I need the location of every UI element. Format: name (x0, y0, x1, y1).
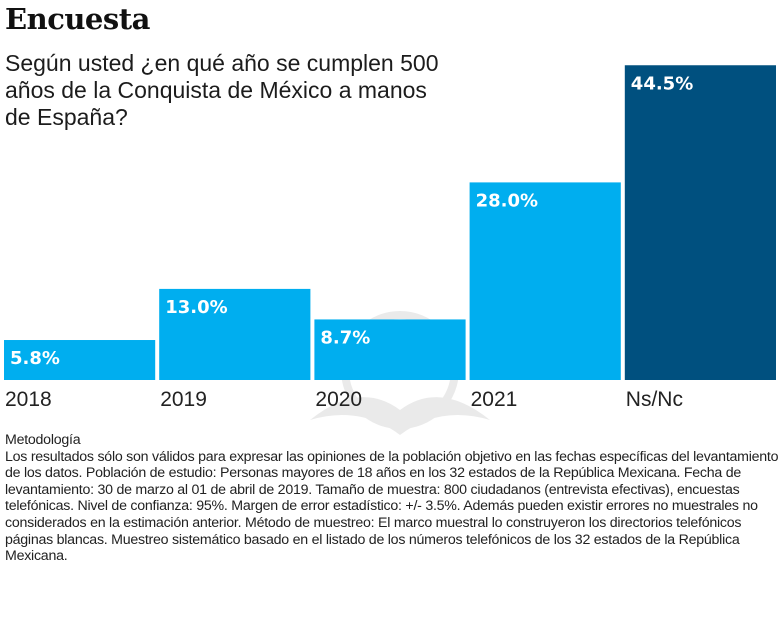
chart-title: Según usted ¿en qué año se cumplen 500 a… (5, 50, 439, 130)
bar-nsnc (624, 65, 776, 380)
methodology-notes: Metodología Los resultados sólo son váli… (5, 432, 780, 565)
category-label: 2019 (160, 388, 207, 411)
category-label: 2021 (471, 388, 518, 411)
data-label: 28.0% (476, 190, 538, 211)
bar-chart: 5.8% 2018 13.0% 2019 8.7% 2020 28.0% 2021 44.5% N… (4, 65, 776, 411)
bar-2020 (314, 319, 466, 380)
category-label: 2020 (315, 388, 362, 411)
methodology-body: Los resultados sólo son válidos para exp… (5, 448, 779, 565)
bar-2021 (469, 182, 621, 380)
category-label: 2018 (5, 388, 52, 411)
data-label: 13.0% (165, 297, 227, 318)
data-label: 44.5% (631, 73, 693, 94)
data-label: 8.7% (320, 327, 370, 348)
data-label: 5.8% (10, 348, 60, 369)
bar-2019 (159, 288, 311, 380)
category-label: Ns/Nc (626, 388, 683, 411)
methodology-heading: Metodología (5, 432, 81, 448)
kicker-title: Encuesta (5, 2, 150, 36)
bar-2018 (4, 340, 156, 380)
